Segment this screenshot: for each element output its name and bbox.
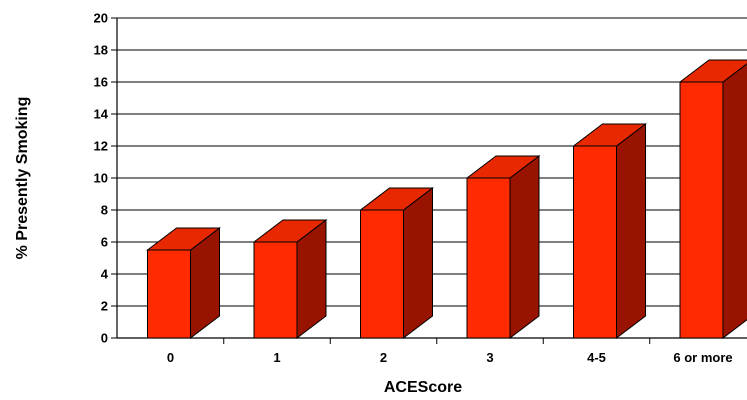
bar-1 <box>252 218 328 340</box>
bar-3 <box>465 154 541 340</box>
bar-side <box>403 186 433 340</box>
y-axis-title: % Presently Smoking <box>14 97 31 260</box>
bar-front <box>147 249 191 339</box>
x-category-label: 0 <box>167 350 174 365</box>
bar-front <box>679 81 724 339</box>
gridlines <box>117 17 747 307</box>
bar-front <box>360 209 404 339</box>
x-axis-title: ACEScore <box>384 379 462 396</box>
bar-2 <box>359 186 434 340</box>
bar-4-5 <box>572 122 647 340</box>
y-tick-label: 2 <box>101 299 108 314</box>
y-tick-label: 8 <box>101 203 108 218</box>
bars <box>146 59 747 340</box>
bar-6 or more <box>678 59 747 340</box>
bar-front <box>573 145 617 339</box>
y-tick-label: 6 <box>101 235 108 250</box>
bar-front <box>466 177 511 339</box>
y-tick-label: 0 <box>101 331 108 346</box>
y-tick-label: 20 <box>94 11 108 26</box>
axes <box>111 17 747 344</box>
bar-side <box>509 154 540 340</box>
bar-0 <box>146 226 221 340</box>
bar-side <box>722 63 747 340</box>
y-tick-label: 18 <box>94 43 108 58</box>
x-category-label: 3 <box>486 350 493 365</box>
bar-side <box>616 122 646 340</box>
y-tick-label: 12 <box>94 139 108 154</box>
x-category-label: 6 or more <box>673 350 732 365</box>
y-tick-label: 4 <box>101 267 109 282</box>
x-category-label: 2 <box>380 350 387 365</box>
y-tick-label: 10 <box>94 171 108 186</box>
y-tick-label: 16 <box>94 75 108 90</box>
bar-front <box>253 241 298 339</box>
x-category-label: 4-5 <box>587 350 606 365</box>
x-category-label: 1 <box>273 350 280 365</box>
y-tick-label: 14 <box>94 107 109 122</box>
